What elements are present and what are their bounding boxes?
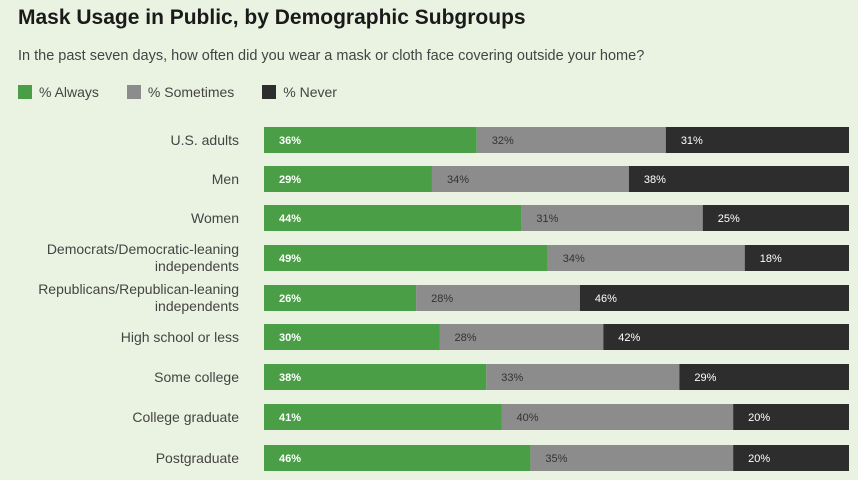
data-label: 32% bbox=[492, 135, 514, 147]
legend-swatch-sometimes bbox=[126, 85, 141, 99]
chart-title: Mask Usage in Public, by Demographic Sub… bbox=[18, 6, 526, 29]
bar-segment-always bbox=[264, 127, 477, 153]
bar-segment-sometimes bbox=[476, 127, 666, 153]
bar-segment-never bbox=[733, 445, 849, 471]
legend-item-always: % Always bbox=[18, 84, 99, 100]
bar-segment-sometimes bbox=[530, 445, 734, 471]
data-label: 42% bbox=[618, 332, 640, 344]
data-label: 31% bbox=[536, 213, 558, 225]
data-label: 31% bbox=[681, 135, 703, 147]
bar-segment-sometimes bbox=[486, 364, 680, 390]
category-label: Men bbox=[212, 171, 239, 187]
bar-segment-sometimes bbox=[547, 245, 745, 271]
category-label: High school or less bbox=[121, 329, 239, 345]
category-label: Postgraduate bbox=[156, 450, 239, 466]
data-label: 29% bbox=[279, 174, 301, 186]
bar-segment-always bbox=[264, 445, 531, 471]
data-label: 36% bbox=[279, 135, 301, 147]
data-label: 46% bbox=[279, 453, 301, 465]
data-label: 49% bbox=[279, 253, 301, 265]
data-label: 34% bbox=[563, 253, 585, 265]
category-label: Women bbox=[191, 210, 239, 226]
legend-item-never: % Never bbox=[262, 84, 337, 100]
bar-segment-never bbox=[744, 245, 849, 271]
bar-segment-sometimes bbox=[416, 285, 580, 311]
data-label: 18% bbox=[760, 253, 782, 265]
data-label: 38% bbox=[279, 372, 301, 384]
legend-item-sometimes: % Sometimes bbox=[126, 84, 235, 100]
bar-segment-never bbox=[628, 166, 849, 192]
bar-segment-never bbox=[679, 364, 849, 390]
category-label: Some college bbox=[154, 369, 239, 385]
bar-segment-always bbox=[264, 404, 502, 430]
data-label: 26% bbox=[279, 293, 301, 305]
legend-swatch-always bbox=[18, 85, 32, 99]
data-label: 40% bbox=[516, 412, 538, 424]
data-label: 35% bbox=[545, 453, 567, 465]
bar-segment-always bbox=[264, 324, 440, 350]
bar-segment-sometimes bbox=[501, 404, 734, 430]
bar-segment-always bbox=[264, 205, 522, 231]
legend-label-always: % Always bbox=[39, 84, 99, 100]
data-label: 38% bbox=[644, 174, 666, 186]
bar-segment-never bbox=[733, 404, 849, 430]
data-label: 20% bbox=[748, 412, 770, 424]
chart-subtitle: In the past seven days, how often did yo… bbox=[18, 48, 645, 64]
data-label: 44% bbox=[279, 213, 301, 225]
category-label: Republicans/Republican-leaning independen… bbox=[38, 281, 239, 314]
bar-segment-always bbox=[264, 364, 487, 390]
category-label: College graduate bbox=[132, 409, 239, 425]
data-label: 28% bbox=[431, 293, 453, 305]
data-label: 33% bbox=[501, 372, 523, 384]
bar-segment-sometimes bbox=[431, 166, 629, 192]
bar-segment-sometimes bbox=[439, 324, 604, 350]
data-label: 28% bbox=[455, 332, 477, 344]
data-label: 29% bbox=[694, 372, 716, 384]
data-label: 25% bbox=[718, 213, 740, 225]
bar-segment-sometimes bbox=[521, 205, 703, 231]
legend-swatch-never bbox=[262, 85, 277, 99]
legend-label-sometimes: % Sometimes bbox=[147, 84, 235, 100]
bar-segment-never bbox=[665, 127, 849, 153]
bar-segment-never bbox=[603, 324, 849, 350]
bar-segment-always bbox=[264, 245, 548, 271]
data-label: 34% bbox=[447, 174, 469, 186]
bar-segment-never bbox=[579, 285, 849, 311]
bar-segment-never bbox=[702, 205, 849, 231]
data-label: 20% bbox=[748, 453, 770, 465]
legend: % Always % Sometimes % Never bbox=[18, 84, 365, 100]
category-label: Democrats/Democratic-leaning independents bbox=[47, 241, 239, 274]
bar-segment-always bbox=[264, 285, 417, 311]
category-label: U.S. adults bbox=[171, 132, 239, 148]
data-label: 46% bbox=[595, 293, 617, 305]
data-label: 30% bbox=[279, 332, 301, 344]
data-label: 41% bbox=[279, 412, 301, 424]
bar-segment-always bbox=[264, 166, 432, 192]
legend-label-never: % Never bbox=[283, 84, 337, 100]
